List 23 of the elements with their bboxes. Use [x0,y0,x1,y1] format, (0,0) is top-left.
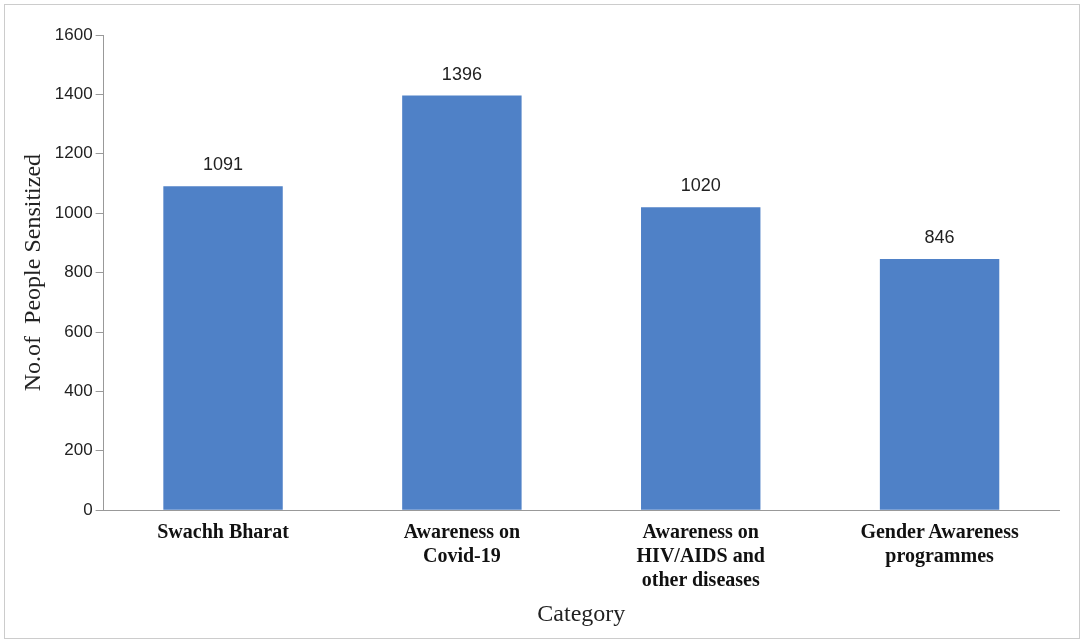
y-tick-label: 400 [64,381,93,401]
y-tick-label: 1200 [54,143,93,163]
bar [641,207,761,510]
x-tick-label: Gender Awareness programmes [860,520,1019,568]
data-label: 846 [924,226,955,247]
y-tick-label: 1000 [54,202,93,222]
y-tick-label: 1400 [54,84,93,104]
bar [402,95,522,510]
x-tick-label: Awareness on Covid-19 [403,520,521,567]
y-tick-label: 800 [64,262,93,282]
data-label: 1091 [203,154,244,175]
y-tick-label: 0 [83,499,93,519]
x-axis-title: Category [537,599,626,626]
x-tick-label: Awareness on HIV/AIDS and other diseases [636,520,765,591]
x-tick-label: Swachh Bharat [157,520,290,543]
bar [163,186,283,510]
data-label: 1020 [680,175,721,196]
data-label: 1396 [441,63,482,84]
y-tick-label: 1600 [54,24,93,44]
y-tick-label: 600 [64,321,93,341]
bar [879,258,1000,510]
y-axis-title: No.of People Sensitized [18,153,45,392]
y-tick-label: 200 [64,440,93,460]
